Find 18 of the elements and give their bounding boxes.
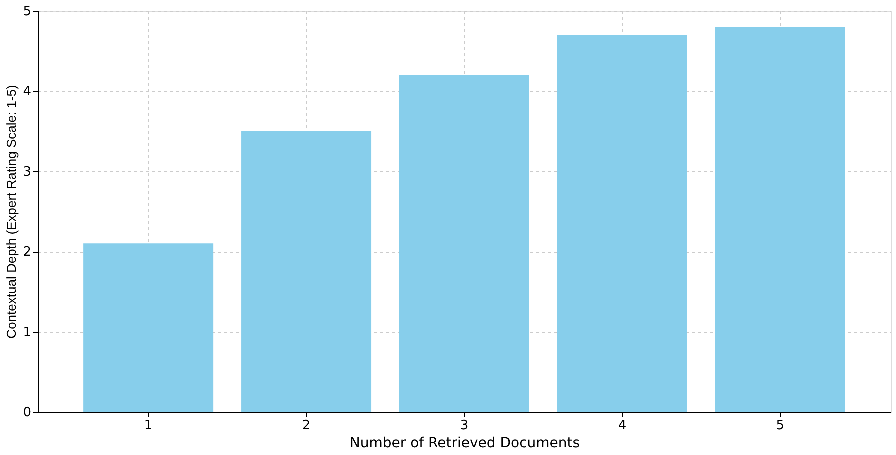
bar (84, 244, 214, 412)
x-tick-label: 3 (460, 418, 469, 434)
y-tick-label: 0 (23, 406, 32, 420)
x-tick-label: 5 (776, 418, 785, 434)
y-tick-label: 1 (23, 325, 32, 340)
y-tick-label: 3 (23, 164, 32, 180)
y-axis-title: Contextual Depth (Expert Rating Scale: 1-5) (4, 85, 20, 339)
x-tick-label: 4 (618, 418, 627, 434)
bar (557, 35, 688, 412)
x-tick-label: 2 (302, 418, 311, 434)
bar (715, 27, 846, 412)
bar (400, 75, 530, 412)
y-tick-label: 4 (23, 84, 32, 100)
x-axis-title: Number of Retrieved Documents (350, 436, 580, 452)
y-tick-label: 2 (23, 245, 32, 260)
x-tick-label: 1 (144, 418, 153, 434)
y-tick-label: 5 (23, 4, 32, 20)
bar (242, 131, 372, 412)
